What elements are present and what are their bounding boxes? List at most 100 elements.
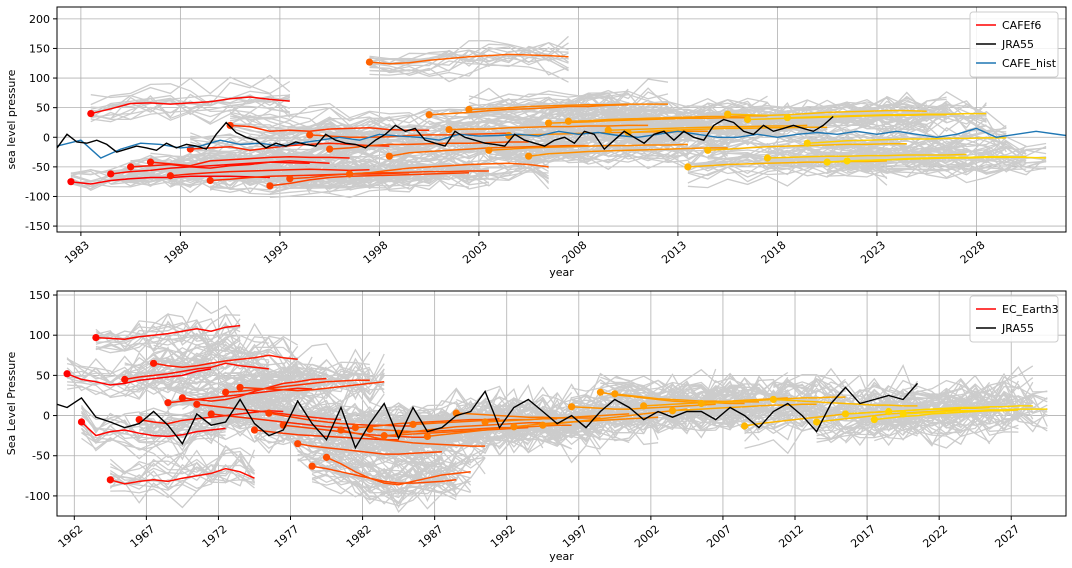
ensemble-member-line bbox=[643, 375, 789, 408]
forecast-start-marker bbox=[724, 110, 732, 118]
y-tick-label: -100 bbox=[25, 190, 50, 203]
y-tick-label: 150 bbox=[29, 42, 50, 55]
forecast-start-marker bbox=[704, 146, 712, 154]
ensemble-member-line bbox=[807, 130, 1007, 153]
ensemble-member-line bbox=[412, 401, 558, 431]
forecast-start-marker bbox=[823, 158, 831, 166]
forecast-mean-line bbox=[326, 456, 471, 486]
forecast-start-marker bbox=[226, 121, 234, 130]
forecast-start-marker bbox=[743, 115, 752, 124]
forecast-mean-line bbox=[230, 124, 430, 133]
legend-box bbox=[969, 11, 1059, 78]
forecast-start-marker bbox=[106, 476, 114, 484]
ensemble-member-line bbox=[787, 111, 987, 125]
forecast-start-marker bbox=[266, 182, 274, 190]
x-tick-label: 2008 bbox=[560, 238, 590, 266]
ensemble-member-line bbox=[902, 391, 1048, 433]
ensemble-member-line bbox=[153, 362, 299, 393]
x-tick-label: 2012 bbox=[776, 522, 806, 550]
forecast-start-marker bbox=[308, 462, 316, 470]
x-tick-label: 2023 bbox=[858, 238, 888, 266]
ensemble-member-line bbox=[312, 464, 457, 494]
x-tick-label: 1983 bbox=[62, 238, 92, 266]
ensemble-member-line bbox=[90, 95, 291, 119]
forecast-start-marker bbox=[236, 383, 244, 392]
forecast-start-marker bbox=[63, 370, 71, 378]
x-tick-label: 2028 bbox=[958, 238, 988, 266]
x-tick-label: 2013 bbox=[659, 238, 689, 266]
y-tick-label: -50 bbox=[32, 450, 50, 463]
forecast-mean-line bbox=[874, 409, 1019, 421]
x-tick-label: 2022 bbox=[920, 522, 950, 550]
ensemble-member-line bbox=[542, 418, 688, 447]
ensemble-member-line bbox=[528, 133, 729, 164]
forecast-start-marker bbox=[544, 119, 553, 127]
plot-frame bbox=[56, 290, 1067, 517]
ensemble-member-line bbox=[240, 369, 385, 392]
forecast-mean-line bbox=[340, 429, 486, 447]
x-tick-label: 1967 bbox=[128, 522, 158, 550]
forecast-start-marker bbox=[843, 157, 851, 165]
ensemble-member-line bbox=[827, 139, 1027, 161]
ensemble-member-line bbox=[349, 160, 549, 183]
ensemble-member-line bbox=[95, 318, 241, 350]
x-tick-label: 2002 bbox=[632, 522, 662, 550]
forecast-start-marker bbox=[684, 163, 692, 171]
ensemble-member-line bbox=[289, 172, 489, 188]
forecast-start-marker bbox=[385, 152, 393, 160]
top-x-axis-label: year bbox=[549, 266, 574, 279]
forecast-start-marker bbox=[265, 409, 273, 417]
ensemble-member-line bbox=[229, 111, 430, 136]
forecast-start-marker bbox=[207, 410, 215, 418]
ensemble-member-line bbox=[369, 64, 569, 83]
forecast-mean-line bbox=[240, 381, 385, 392]
forecast-start-marker bbox=[178, 394, 187, 402]
ensemble-member-line bbox=[369, 49, 569, 72]
y-tick-label: 100 bbox=[29, 72, 50, 85]
forecast-mean-line bbox=[456, 412, 601, 419]
forecast-mean-line bbox=[672, 403, 817, 412]
x-tick-label: 1998 bbox=[361, 238, 391, 266]
forecast-mean-line bbox=[513, 416, 659, 428]
ensemble-member-line bbox=[326, 461, 471, 501]
forecast-start-marker bbox=[423, 432, 432, 441]
ensemble-member-line bbox=[542, 397, 688, 435]
forecast-start-marker bbox=[286, 175, 294, 183]
x-tick-label: 2027 bbox=[992, 522, 1022, 550]
ensemble-member-line bbox=[787, 102, 987, 125]
ensemble-member-line bbox=[787, 112, 987, 127]
forecast-mean-line bbox=[369, 53, 569, 65]
forecast-mean-line bbox=[384, 426, 529, 437]
ensemble-member-line bbox=[138, 398, 284, 436]
forecast-start-marker bbox=[380, 432, 388, 440]
ensemble-member-line bbox=[902, 376, 1048, 414]
x-tick-label: 2003 bbox=[460, 238, 490, 266]
forecast-start-marker bbox=[870, 415, 878, 424]
ensemble-member-line bbox=[542, 412, 688, 443]
y-tick-label: 50 bbox=[36, 102, 50, 115]
ensemble-member-line bbox=[240, 379, 385, 398]
ensemble-member-line bbox=[528, 144, 728, 168]
forecast-mean-line bbox=[170, 168, 370, 177]
ensemble-member-line bbox=[110, 477, 255, 509]
forecast-start-marker bbox=[465, 105, 473, 114]
ensemble-member-line bbox=[90, 93, 291, 119]
forecast-mean-line bbox=[268, 412, 413, 427]
forecast-mean-line bbox=[124, 362, 269, 381]
ensemble-member-line bbox=[369, 399, 515, 426]
bottom-frame bbox=[56, 290, 1067, 517]
y-tick-label: 200 bbox=[29, 13, 50, 26]
forecast-mean-line bbox=[289, 170, 489, 180]
x-tick-label: 2017 bbox=[848, 522, 878, 550]
top-reference-series bbox=[57, 115, 1066, 159]
ensemble-member-line bbox=[311, 469, 457, 494]
forecast-start-marker bbox=[899, 410, 907, 418]
ensemble-member-line bbox=[297, 442, 443, 461]
forecast-start-marker bbox=[668, 407, 677, 415]
forecast-start-marker bbox=[564, 117, 573, 125]
forecast-mean-line bbox=[767, 153, 967, 159]
ensemble-member-line bbox=[747, 102, 947, 119]
bottom-panel: 1962 1967 1972 1977 1982 1987 1992 1997 2002 2007… bbox=[5, 289, 1067, 563]
ensemble-member-line bbox=[773, 377, 918, 401]
ensemble-member-line bbox=[902, 401, 1048, 432]
